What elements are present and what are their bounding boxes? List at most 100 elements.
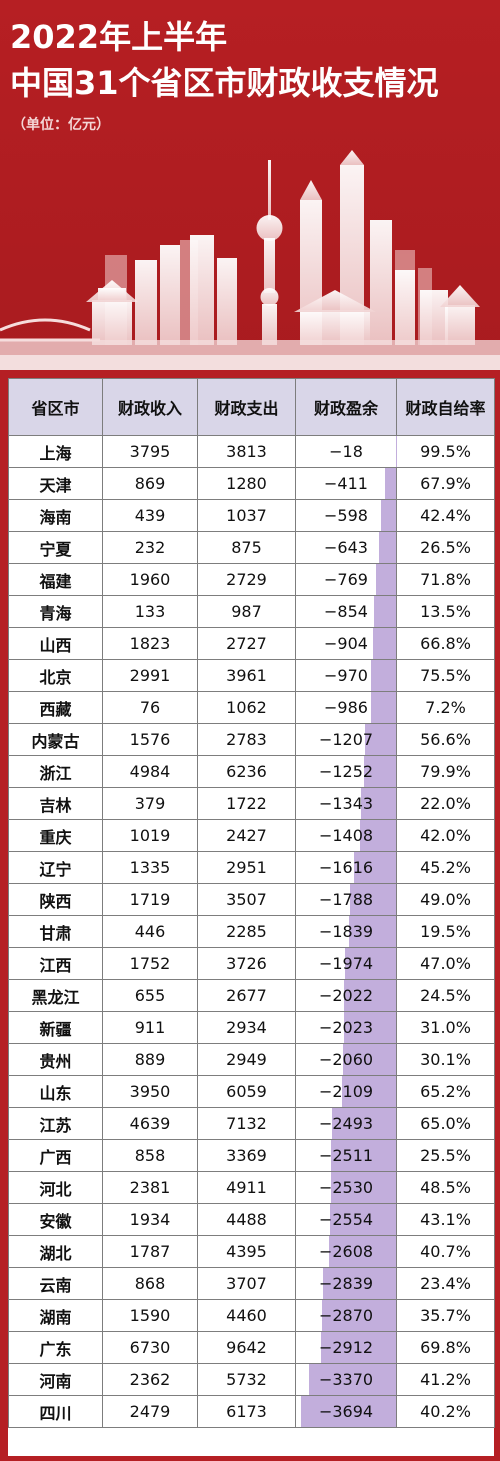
- table-row: 北京 2991 3961 −970 75.5%: [8, 659, 495, 692]
- finance-table: 省区市 财政收入 财政支出 财政盈余 财政自给率 上海 3795 3813 −18 99…: [8, 378, 495, 1428]
- cell-self-sufficiency: 47.0%: [396, 947, 495, 980]
- cell-surplus: −1616: [295, 851, 397, 884]
- cell-province: 辽宁: [8, 851, 103, 884]
- cell-self-sufficiency: 40.2%: [396, 1395, 495, 1428]
- finance-table-container: 省区市 财政收入 财政支出 财政盈余 财政自给率 上海 3795 3813 −18 99…: [8, 378, 495, 1456]
- cell-income: 1719: [102, 883, 198, 916]
- table-row: 湖北 1787 4395 −2608 40.7%: [8, 1235, 495, 1268]
- cell-province: 江苏: [8, 1107, 103, 1140]
- surplus-bar: [323, 1268, 396, 1299]
- surplus-value: −643: [324, 538, 368, 557]
- cell-income: 379: [102, 787, 198, 820]
- cell-income: 4639: [102, 1107, 198, 1140]
- cell-surplus: −2554: [295, 1203, 397, 1236]
- table-row: 广西 858 3369 −2511 25.5%: [8, 1139, 495, 1172]
- cell-expense: 4911: [197, 1171, 296, 1204]
- surplus-bar: [343, 1044, 396, 1075]
- cell-province: 北京: [8, 659, 103, 692]
- table-row: 吉林 379 1722 −1343 22.0%: [8, 787, 495, 820]
- cell-province: 四川: [8, 1395, 103, 1428]
- cell-self-sufficiency: 65.2%: [396, 1075, 495, 1108]
- surplus-value: −3694: [318, 1402, 374, 1421]
- cell-province: 山西: [8, 627, 103, 660]
- cell-province: 陕西: [8, 883, 103, 916]
- cell-income: 2381: [102, 1171, 198, 1204]
- cell-surplus: −1788: [295, 883, 397, 916]
- table-row: 重庆 1019 2427 −1408 42.0%: [8, 819, 495, 852]
- table-row: 河北 2381 4911 −2530 48.5%: [8, 1171, 495, 1204]
- surplus-value: −1788: [318, 890, 374, 909]
- cell-province: 河南: [8, 1363, 103, 1396]
- surplus-bar: [374, 596, 396, 627]
- cell-surplus: −904: [295, 627, 397, 660]
- cell-surplus: −2870: [295, 1299, 397, 1332]
- cell-surplus: −2530: [295, 1171, 397, 1204]
- surplus-value: −2109: [318, 1082, 374, 1101]
- cell-income: 2362: [102, 1363, 198, 1396]
- surplus-value: −2530: [318, 1178, 374, 1197]
- cell-self-sufficiency: 35.7%: [396, 1299, 495, 1332]
- cell-expense: 1062: [197, 691, 296, 724]
- col-header-surplus: 财政盈余: [295, 378, 397, 436]
- surplus-value: −986: [324, 698, 368, 717]
- cell-surplus: −2109: [295, 1075, 397, 1108]
- cell-surplus: −2022: [295, 979, 397, 1012]
- cell-income: 1934: [102, 1203, 198, 1236]
- cell-self-sufficiency: 22.0%: [396, 787, 495, 820]
- cell-surplus: −2060: [295, 1043, 397, 1076]
- title-line2: 中国31个省区市财政收支情况: [10, 64, 439, 102]
- surplus-value: −598: [324, 506, 368, 525]
- cell-surplus: −598: [295, 499, 397, 532]
- cell-self-sufficiency: 99.5%: [396, 435, 495, 468]
- cell-income: 868: [102, 1267, 198, 1300]
- cell-expense: 4460: [197, 1299, 296, 1332]
- cell-self-sufficiency: 45.2%: [396, 851, 495, 884]
- cell-income: 869: [102, 467, 198, 500]
- cell-province: 天津: [8, 467, 103, 500]
- cell-self-sufficiency: 31.0%: [396, 1011, 495, 1044]
- cell-self-sufficiency: 65.0%: [396, 1107, 495, 1140]
- cell-expense: 7132: [197, 1107, 296, 1140]
- cell-province: 吉林: [8, 787, 103, 820]
- cell-expense: 3369: [197, 1139, 296, 1172]
- surplus-value: −18: [329, 442, 363, 461]
- cell-expense: 3813: [197, 435, 296, 468]
- surplus-bar: [363, 756, 396, 787]
- cell-surplus: −3694: [295, 1395, 397, 1428]
- cell-province: 广东: [8, 1331, 103, 1364]
- cell-income: 6730: [102, 1331, 198, 1364]
- surplus-bar: [328, 1236, 396, 1267]
- table-row: 宁夏 232 875 −643 26.5%: [8, 531, 495, 564]
- surplus-value: −1252: [318, 762, 374, 781]
- cell-province: 云南: [8, 1267, 103, 1300]
- surplus-bar: [359, 820, 396, 851]
- cell-self-sufficiency: 41.2%: [396, 1363, 495, 1396]
- cell-surplus: −3370: [295, 1363, 397, 1396]
- cell-self-sufficiency: 42.0%: [396, 819, 495, 852]
- surplus-value: −2493: [318, 1114, 374, 1133]
- surplus-bar: [344, 980, 396, 1011]
- surplus-bar: [372, 628, 396, 659]
- cell-income: 889: [102, 1043, 198, 1076]
- surplus-bar: [331, 1140, 396, 1171]
- cell-surplus: −2912: [295, 1331, 397, 1364]
- cell-expense: 9642: [197, 1331, 296, 1364]
- surplus-value: −3370: [318, 1370, 374, 1389]
- cell-self-sufficiency: 43.1%: [396, 1203, 495, 1236]
- cell-province: 内蒙古: [8, 723, 103, 756]
- title-line1: 2022年上半年: [10, 18, 228, 56]
- col-header-self-sufficiency: 财政自给率: [396, 378, 495, 436]
- cell-income: 3950: [102, 1075, 198, 1108]
- table-row: 江苏 4639 7132 −2493 65.0%: [8, 1107, 495, 1140]
- cell-expense: 2427: [197, 819, 296, 852]
- surplus-value: −2554: [318, 1210, 374, 1229]
- table-row: 山西 1823 2727 −904 66.8%: [8, 627, 495, 660]
- cell-province: 甘肃: [8, 915, 103, 948]
- cell-income: 4984: [102, 755, 198, 788]
- table-row: 西藏 76 1062 −986 7.2%: [8, 691, 495, 724]
- table-row: 福建 1960 2729 −769 71.8%: [8, 563, 495, 596]
- cell-surplus: −1974: [295, 947, 397, 980]
- cell-surplus: −986: [295, 691, 397, 724]
- cell-expense: 6236: [197, 755, 296, 788]
- surplus-value: −1408: [318, 826, 374, 845]
